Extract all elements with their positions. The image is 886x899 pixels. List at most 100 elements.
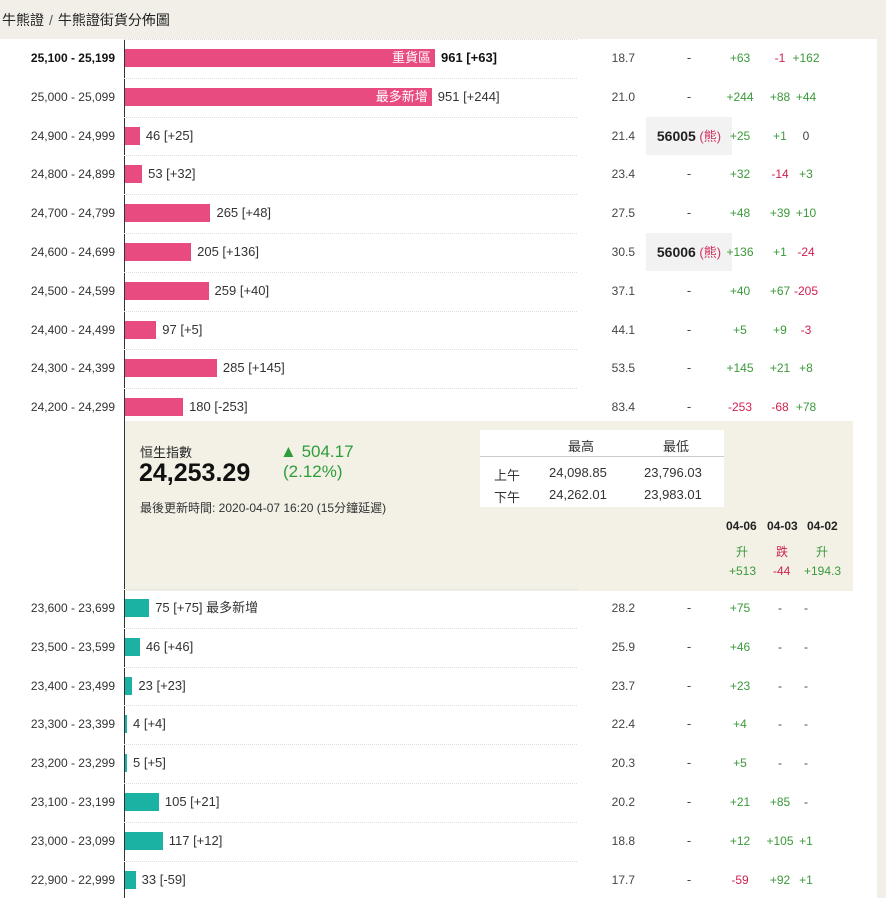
daily-change: - [804, 601, 808, 615]
bear-tag-open: ( [695, 128, 704, 144]
daily-change: +5 [733, 322, 747, 337]
ratio-value: 17.7 [611, 872, 635, 887]
outstanding-count: 117 [+12] [168, 832, 223, 848]
daily-change: +10 [795, 206, 817, 221]
daily-change: -68 [771, 400, 789, 415]
ratio-value: 23.4 [611, 167, 635, 182]
warrant-code: - [686, 871, 692, 887]
daily-change: +78 [795, 400, 817, 415]
daily-change: +1 [773, 245, 787, 259]
warrant-code[interactable]: 56005 [656, 127, 696, 144]
history-date: 04-02 [807, 519, 838, 533]
daily-change: +48 [729, 206, 751, 221]
daily-change: +1 [799, 833, 813, 848]
index-change-value: 504.17 [301, 442, 354, 461]
row-divider [124, 116, 577, 118]
outstanding-bar [125, 637, 140, 656]
table-row: 24,300 - 24,399 285 [+145] 53.5 - +145 +21 +8 [0, 349, 877, 387]
outstanding-count: 53 [+32] [148, 166, 196, 182]
outstanding-bar [125, 243, 192, 261]
bear-tag: 熊 [703, 245, 717, 260]
daily-change: +8 [799, 361, 813, 376]
outstanding-count: 180 [-253] [189, 399, 248, 415]
price-range: 25,000 - 25,099 [30, 89, 115, 104]
warrant-code: - [686, 360, 692, 376]
table-row: 24,600 - 24,699 205 [+136] 30.5 56006 (熊) +1… [0, 233, 877, 271]
history-value: -44 [773, 564, 791, 578]
bear-tag-close: ) [716, 128, 722, 144]
breadcrumb-root-link[interactable]: 牛熊證 [2, 11, 44, 28]
table-row: 23,400 - 23,499 23 [+23] 23.7 - +23 - - [0, 666, 877, 705]
row-divider [124, 349, 577, 351]
outstanding-count: 5 [+5] [133, 755, 166, 771]
daily-change: 0 [802, 128, 810, 143]
price-range: 23,400 - 23,499 [30, 678, 115, 693]
daily-change: +21 [769, 361, 791, 376]
ratio-value: 83.4 [611, 400, 635, 415]
ratio-value: 18.8 [611, 833, 635, 848]
daily-change: +75 [729, 601, 751, 615]
daily-change: - [804, 756, 808, 771]
table-row: 25,000 - 25,099 最多新增 951 [+244] 21.0 - +244 +8… [0, 77, 877, 116]
daily-change: +4 [733, 717, 747, 732]
chart-axis-line [124, 39, 125, 898]
daily-change: +162 [792, 51, 820, 65]
price-range: 24,900 - 24,999 [30, 128, 115, 143]
daily-change: +46 [729, 639, 751, 654]
ratio-value: 21.0 [611, 89, 635, 104]
table-row: 25,100 - 25,199 重貨區 961 [+63] 18.7 - +63 -1 +16… [0, 39, 877, 77]
outstanding-bar [125, 204, 211, 223]
last-updated: 最後更新時間: 2020-04-07 16:20 (15分鐘延遲) [140, 501, 387, 515]
history-direction: 升 [736, 545, 749, 559]
price-range: 24,800 - 24,899 [30, 167, 115, 182]
history-date: 04-06 [726, 519, 757, 533]
daily-change: +136 [726, 245, 754, 259]
outstanding-bar [125, 398, 184, 417]
outstanding-count: 951 [+244] [437, 88, 500, 104]
daily-change: +32 [729, 167, 751, 182]
session-label: 上午 [494, 468, 521, 483]
outstanding-bar [125, 676, 133, 695]
daily-change: +244 [726, 89, 754, 104]
table-row: 23,300 - 23,399 4 [+4] 22.4 - +4 - - [0, 705, 877, 743]
outstanding-bar [125, 793, 159, 811]
ratio-value: 30.5 [611, 245, 635, 259]
bear-tag-close: ) [716, 245, 722, 260]
warrant-code-badge[interactable]: 56006 (熊) [646, 233, 732, 271]
warrant-code: - [686, 716, 692, 732]
ratio-value: 27.5 [611, 206, 635, 221]
daily-change: - [778, 601, 782, 615]
outstanding-count: 46 [+25] [145, 127, 194, 143]
ratio-value: 23.7 [611, 678, 635, 693]
row-divider [124, 310, 577, 312]
daily-change: +44 [795, 89, 817, 104]
price-range: 25,100 - 25,199 [30, 51, 115, 65]
history-value: +513 [729, 564, 757, 578]
session-low: 23,983.01 [644, 487, 702, 502]
table-row: 24,500 - 24,599 259 [+40] 37.1 - +40 +67 -205 [0, 271, 877, 310]
row-divider [124, 783, 577, 784]
warrant-code-badge[interactable]: 56005 (熊) [646, 116, 732, 155]
daily-change: +3 [799, 167, 813, 182]
daily-change: +25 [729, 128, 751, 143]
row-divider [124, 666, 577, 668]
table-row: 22,900 - 22,999 33 [-59] 17.7 - -59 +92 +1 [0, 860, 877, 899]
bear-tag-open: ( [695, 245, 704, 260]
outstanding-bar [125, 831, 163, 850]
price-range: 23,300 - 23,399 [30, 717, 115, 732]
daily-change: - [778, 756, 782, 771]
low-header: 最低 [663, 439, 690, 454]
breadcrumb-separator: / [49, 11, 53, 28]
ratio-value: 25.9 [611, 639, 635, 654]
warrant-code: - [686, 638, 692, 654]
daily-change: -24 [797, 245, 815, 259]
row-divider [124, 194, 577, 196]
outstanding-count: 205 [+136] [197, 244, 259, 259]
bar-tag: 最多新增 [375, 88, 428, 104]
high-header: 最高 [568, 439, 595, 454]
daily-change: +63 [729, 51, 751, 65]
table-row: 24,700 - 24,799 265 [+48] 27.5 - +48 +39 +10 [0, 194, 877, 232]
session-label: 下午 [494, 490, 521, 505]
table-row: 24,900 - 24,999 46 [+25] 21.4 56005 (熊) +25 +… [0, 116, 877, 155]
warrant-code[interactable]: 56006 [656, 244, 696, 260]
